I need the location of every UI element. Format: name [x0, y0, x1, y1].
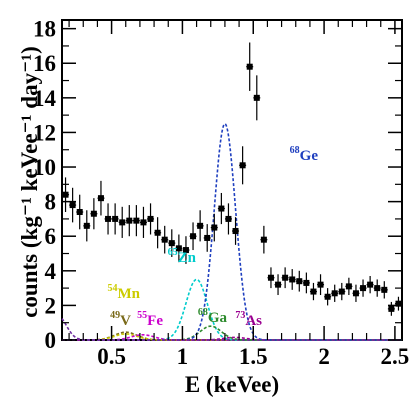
peak-label-mass: 49	[110, 310, 120, 321]
peak-label-mass: 65	[168, 247, 178, 258]
peak-label-mn: 54Mn	[108, 283, 141, 302]
y-tick-label: 8	[45, 190, 57, 215]
data-point	[282, 274, 289, 281]
data-point	[289, 276, 296, 283]
y-tick-label: 4	[45, 259, 57, 284]
data-point	[374, 285, 381, 292]
data-point	[303, 279, 310, 286]
data-point	[197, 222, 204, 229]
peak-label-mass: 68	[290, 145, 300, 156]
data-point	[367, 281, 374, 288]
peak-curve-low-energy	[61, 318, 402, 341]
data-point	[140, 219, 147, 226]
peak-label-element: V	[120, 313, 131, 329]
data-point	[381, 286, 388, 293]
peak-label-element: Ga	[208, 310, 228, 326]
data-point	[310, 288, 317, 295]
data-point	[267, 274, 274, 281]
peak-label-mass: 54	[108, 283, 118, 294]
data-point	[147, 215, 154, 222]
peak-curves	[61, 122, 402, 341]
data-point	[211, 224, 218, 231]
data-point	[246, 63, 253, 70]
peak-label-mass: 73	[235, 310, 245, 321]
y-tick-label: 0	[45, 328, 57, 353]
data-point	[204, 234, 211, 241]
peak-label-element: As	[245, 313, 262, 329]
peak-label-element: Ge	[300, 148, 319, 164]
peak-label-element: Fe	[147, 313, 163, 329]
data-point	[90, 210, 97, 217]
data-point	[317, 281, 324, 288]
y-tick-label: 18	[33, 17, 56, 42]
data-point	[225, 215, 232, 222]
peak-label-mass: 55	[137, 310, 147, 321]
data-point	[175, 245, 182, 252]
y-tick-label: 16	[33, 51, 56, 76]
data-point	[83, 222, 90, 229]
x-tick-label: 1	[177, 344, 189, 369]
y-tick-label: 6	[45, 224, 57, 249]
peak-label-zn: 65Zn	[168, 247, 197, 266]
data-point	[154, 229, 161, 236]
peak-label-element: Mn	[118, 286, 141, 302]
data-point	[69, 202, 76, 209]
data-point	[360, 285, 367, 292]
x-tick-label: 1.5	[239, 344, 268, 369]
data-points	[62, 42, 402, 316]
data-point	[218, 205, 225, 212]
data-point	[239, 162, 246, 169]
data-point	[168, 240, 175, 247]
y-tick-label: 10	[33, 155, 56, 180]
data-point	[112, 215, 119, 222]
y-tick-label: 14	[33, 86, 57, 111]
peak-label-ge: 68Ge	[290, 145, 319, 164]
peak-curve-ge	[62, 122, 402, 341]
data-point	[345, 283, 352, 290]
data-point	[260, 236, 267, 243]
peak-label-element: Zn	[178, 250, 197, 266]
peak-label-v: 49V	[110, 310, 131, 329]
x-tick-label: 2	[318, 344, 330, 369]
data-point	[126, 217, 133, 224]
y-axis-label: counts (kg⁻¹ keVee⁻¹ day⁻¹)	[17, 46, 42, 318]
y-tick-label: 12	[33, 120, 56, 145]
data-point	[182, 247, 189, 254]
data-point	[119, 219, 126, 226]
data-point	[97, 195, 104, 202]
data-point	[352, 290, 359, 297]
data-point	[161, 236, 168, 243]
data-point	[395, 300, 402, 307]
peak-label-ga: 68Ga	[198, 307, 228, 326]
x-axis-label: E (keVee)	[185, 372, 279, 397]
data-point	[275, 281, 282, 288]
data-point	[133, 217, 140, 224]
data-point	[324, 293, 331, 300]
data-point	[190, 233, 197, 240]
peak-label-as: 73As	[235, 310, 262, 329]
data-point	[296, 278, 303, 285]
data-point	[105, 215, 112, 222]
peak-label-mass: 68	[198, 307, 208, 318]
data-point	[338, 288, 345, 295]
data-point	[253, 94, 260, 101]
data-point	[62, 191, 69, 198]
data-point	[76, 209, 83, 215]
data-point	[331, 290, 338, 297]
data-point	[232, 228, 239, 235]
x-tick-label: 2.5	[381, 344, 410, 369]
peak-label-fe: 55Fe	[137, 310, 163, 329]
data-point	[388, 305, 395, 312]
x-tick-label: 0.5	[97, 344, 126, 369]
y-tick-label: 2	[45, 293, 57, 318]
